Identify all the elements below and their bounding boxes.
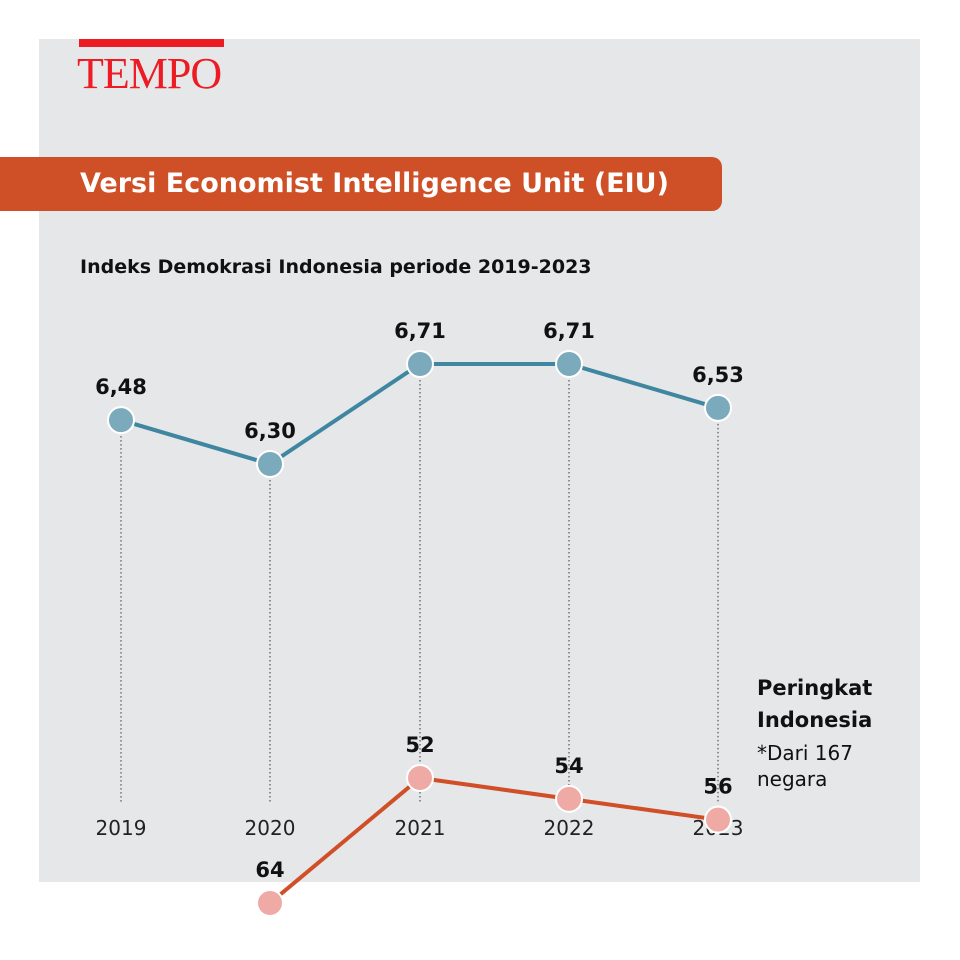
x-tick-label: 2019 [96,816,147,840]
legend-note: *Dari 167 negara [757,741,853,791]
data-label: 54 [554,754,583,778]
logo-bar [79,39,224,47]
legend-title: Peringkat Indonesia [757,676,873,732]
tempo-logo: TEMPO [77,49,222,98]
x-tick-label: 2020 [245,816,296,840]
data-label: 6,71 [394,319,446,343]
data-label: 52 [405,733,434,757]
data-point [406,350,434,378]
data-label: 6,48 [95,375,147,399]
x-tick-label: 2022 [544,816,595,840]
data-point [406,764,434,792]
data-label: 6,71 [543,319,595,343]
x-tick-label: 2021 [395,816,446,840]
series-line [268,775,719,905]
data-point [256,889,284,918]
data-label: 6,30 [244,419,296,443]
data-label: 6,53 [692,363,744,387]
banner-text: Versi Economist Intelligence Unit (EIU) [80,168,669,199]
data-point [555,350,583,378]
data-point [704,393,732,422]
data-point [107,406,135,435]
data-point [555,784,583,813]
data-point [704,805,732,834]
rank-legend: Peringkat Indonesia *Dari 167 negara [757,672,887,792]
chart-title: Indeks Demokrasi Indonesia periode 2019-… [80,256,592,278]
data-point [256,450,284,479]
data-label: 56 [703,775,732,799]
data-label: 64 [255,858,284,882]
section-banner: Versi Economist Intelligence Unit (EIU) [0,157,722,211]
